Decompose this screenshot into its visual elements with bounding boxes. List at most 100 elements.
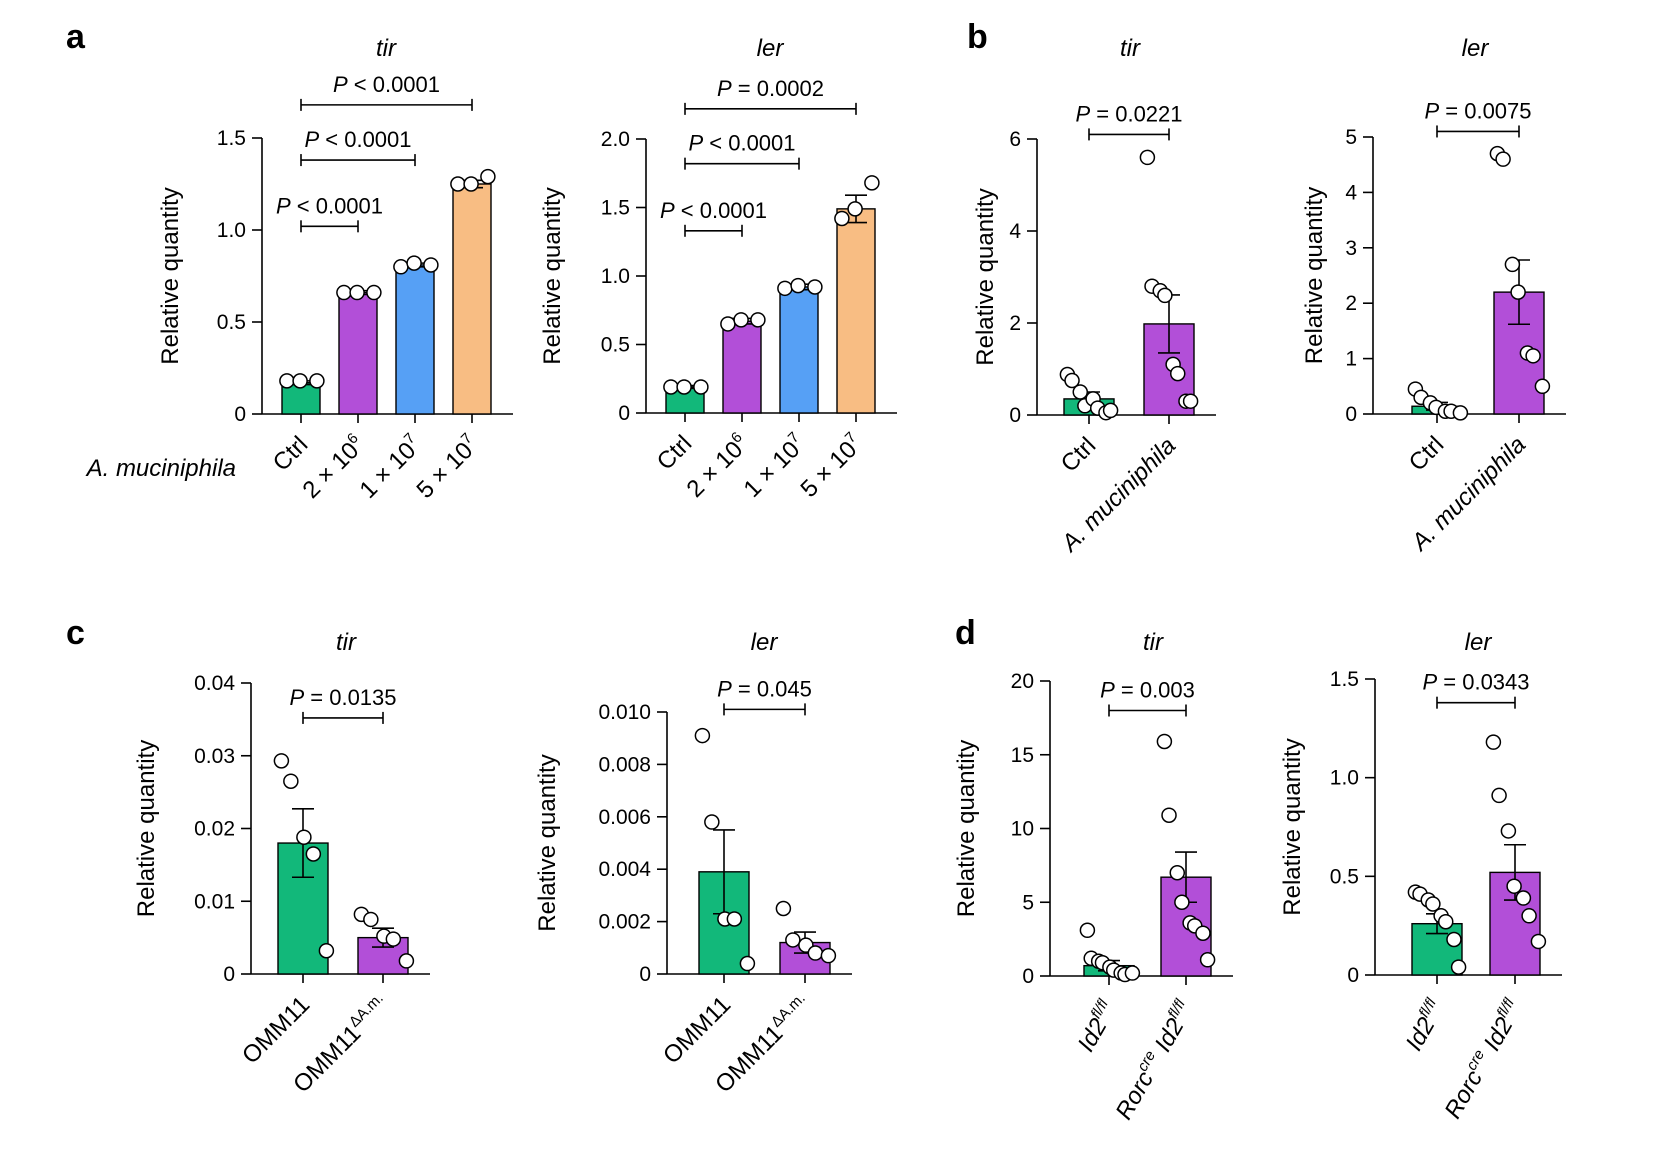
data-point — [1156, 733, 1173, 750]
p-value-label: P < 0.0001 — [688, 131, 795, 156]
p-value-label: P < 0.0001 — [276, 193, 383, 218]
x-category-label: 2 × 106 — [680, 429, 754, 503]
p-value-label: P = 0.0135 — [289, 685, 396, 710]
data-point — [283, 773, 299, 789]
y-axis-label: Relative quantity — [539, 187, 566, 364]
data-point — [1124, 965, 1141, 981]
y-tick-label: 0.5 — [601, 334, 630, 357]
bar-1 — [722, 320, 762, 414]
data-point — [398, 953, 415, 969]
panel-letter-b: b — [967, 18, 988, 56]
y-tick-label: 5 — [1022, 891, 1034, 914]
data-point — [463, 176, 479, 192]
x-category-label: 1 × 107 — [353, 430, 427, 504]
bar-2 — [395, 264, 435, 415]
p-value-label: P = 0.045 — [717, 676, 812, 701]
data-point — [1102, 402, 1119, 419]
y-tick-label: 1.5 — [1330, 668, 1359, 691]
bar-3 — [452, 183, 492, 415]
y-tick-label: 10 — [1011, 818, 1034, 841]
y-tick-label: 0 — [1009, 404, 1021, 427]
data-point — [1495, 151, 1511, 167]
y-axis-label: Relative quantity — [972, 188, 999, 365]
panel-letter-a: a — [66, 18, 86, 56]
data-point — [733, 312, 749, 328]
data-point — [1437, 913, 1454, 930]
data-point — [1079, 922, 1096, 939]
p-value-label: P < 0.0001 — [333, 72, 440, 97]
data-point — [694, 727, 711, 744]
data-point — [1506, 878, 1522, 894]
data-point — [807, 279, 823, 295]
chart-c-tir: tir 0 0.01 0.02 0.03 0.04 Relative quantity OMM… — [133, 629, 430, 1098]
data-point — [1504, 256, 1521, 273]
data-point — [777, 280, 793, 297]
y-axis-label: Relative quantity — [953, 740, 980, 917]
data-point — [726, 911, 743, 927]
chart-title: tir — [336, 629, 357, 656]
data-point — [1161, 807, 1177, 823]
data-point — [363, 911, 379, 928]
data-point — [1515, 890, 1532, 906]
chart-title: ler — [757, 35, 785, 62]
data-point — [450, 176, 466, 192]
data-point — [309, 373, 325, 389]
data-point — [807, 945, 824, 961]
data-point — [1182, 393, 1199, 409]
panel-letter-c: c — [66, 614, 85, 652]
data-point — [385, 931, 402, 947]
y-tick-label: 0 — [1347, 964, 1359, 987]
chart-title: ler — [1465, 629, 1493, 656]
y-tick-label: 0 — [618, 402, 630, 425]
y-tick-label: 0.03 — [194, 745, 235, 768]
y-axis-label: Relative quantity — [133, 740, 160, 917]
y-tick-label: 3 — [1345, 237, 1357, 260]
y-axis-label: Relative quantity — [157, 187, 184, 364]
y-tick-label: 1.5 — [601, 197, 630, 220]
charts-container: tir 0 0.5 1.0 1.5 Relative quantity Ctrl 2 × 10… — [133, 35, 1566, 1124]
data-point — [296, 829, 312, 845]
y-tick-label: 0.02 — [194, 818, 235, 841]
data-point — [834, 210, 850, 227]
data-point — [273, 753, 290, 769]
y-tick-label: 4 — [1345, 181, 1357, 204]
y-tick-label: 20 — [1011, 670, 1034, 693]
panel-letter-d: d — [955, 614, 976, 652]
data-point — [480, 168, 496, 185]
y-tick-label: 4 — [1009, 220, 1021, 243]
y-tick-label: 0.5 — [217, 311, 246, 334]
y-tick-label: 1.0 — [1330, 767, 1359, 790]
y-tick-label: 0 — [234, 403, 246, 426]
chart-c-ler: ler 0 0.002 0.004 0.006 0.008 0.010 Relative qu… — [534, 629, 852, 1098]
y-tick-label: 0.5 — [1330, 865, 1359, 888]
p-value-label: P < 0.0001 — [304, 127, 411, 152]
y-tick-label: 1.5 — [217, 127, 246, 150]
data-point — [1530, 933, 1547, 950]
data-point — [847, 201, 863, 217]
y-axis-label: Relative quantity — [1301, 187, 1328, 364]
row-label-a-muciniphila: A. muciniphila — [85, 455, 236, 482]
data-point — [1500, 823, 1517, 839]
chart-title: ler — [751, 629, 779, 656]
x-category-label: 5 × 107 — [410, 430, 484, 504]
p-value-label: P = 0.003 — [1100, 678, 1195, 703]
x-category-label: Ctrl — [1404, 431, 1449, 476]
data-point — [349, 284, 365, 301]
data-point — [1534, 378, 1551, 395]
y-tick-label: 2 — [1345, 292, 1357, 315]
bar-1 — [338, 291, 378, 415]
data-point — [318, 942, 335, 959]
x-category-label: 2 × 106 — [296, 430, 370, 504]
x-category-label: 1 × 107 — [737, 429, 811, 503]
y-tick-label: 2 — [1009, 312, 1021, 335]
y-tick-label: 1.0 — [217, 219, 246, 242]
data-point — [1174, 894, 1190, 910]
data-point — [785, 932, 801, 948]
chart-d-tir: tir 0 5 10 15 20 Relative quantity Id2fl/flRorc… — [953, 629, 1233, 1124]
y-axis-label: Relative quantity — [1279, 738, 1306, 915]
data-point — [790, 277, 806, 294]
y-tick-label: 0 — [639, 963, 651, 986]
